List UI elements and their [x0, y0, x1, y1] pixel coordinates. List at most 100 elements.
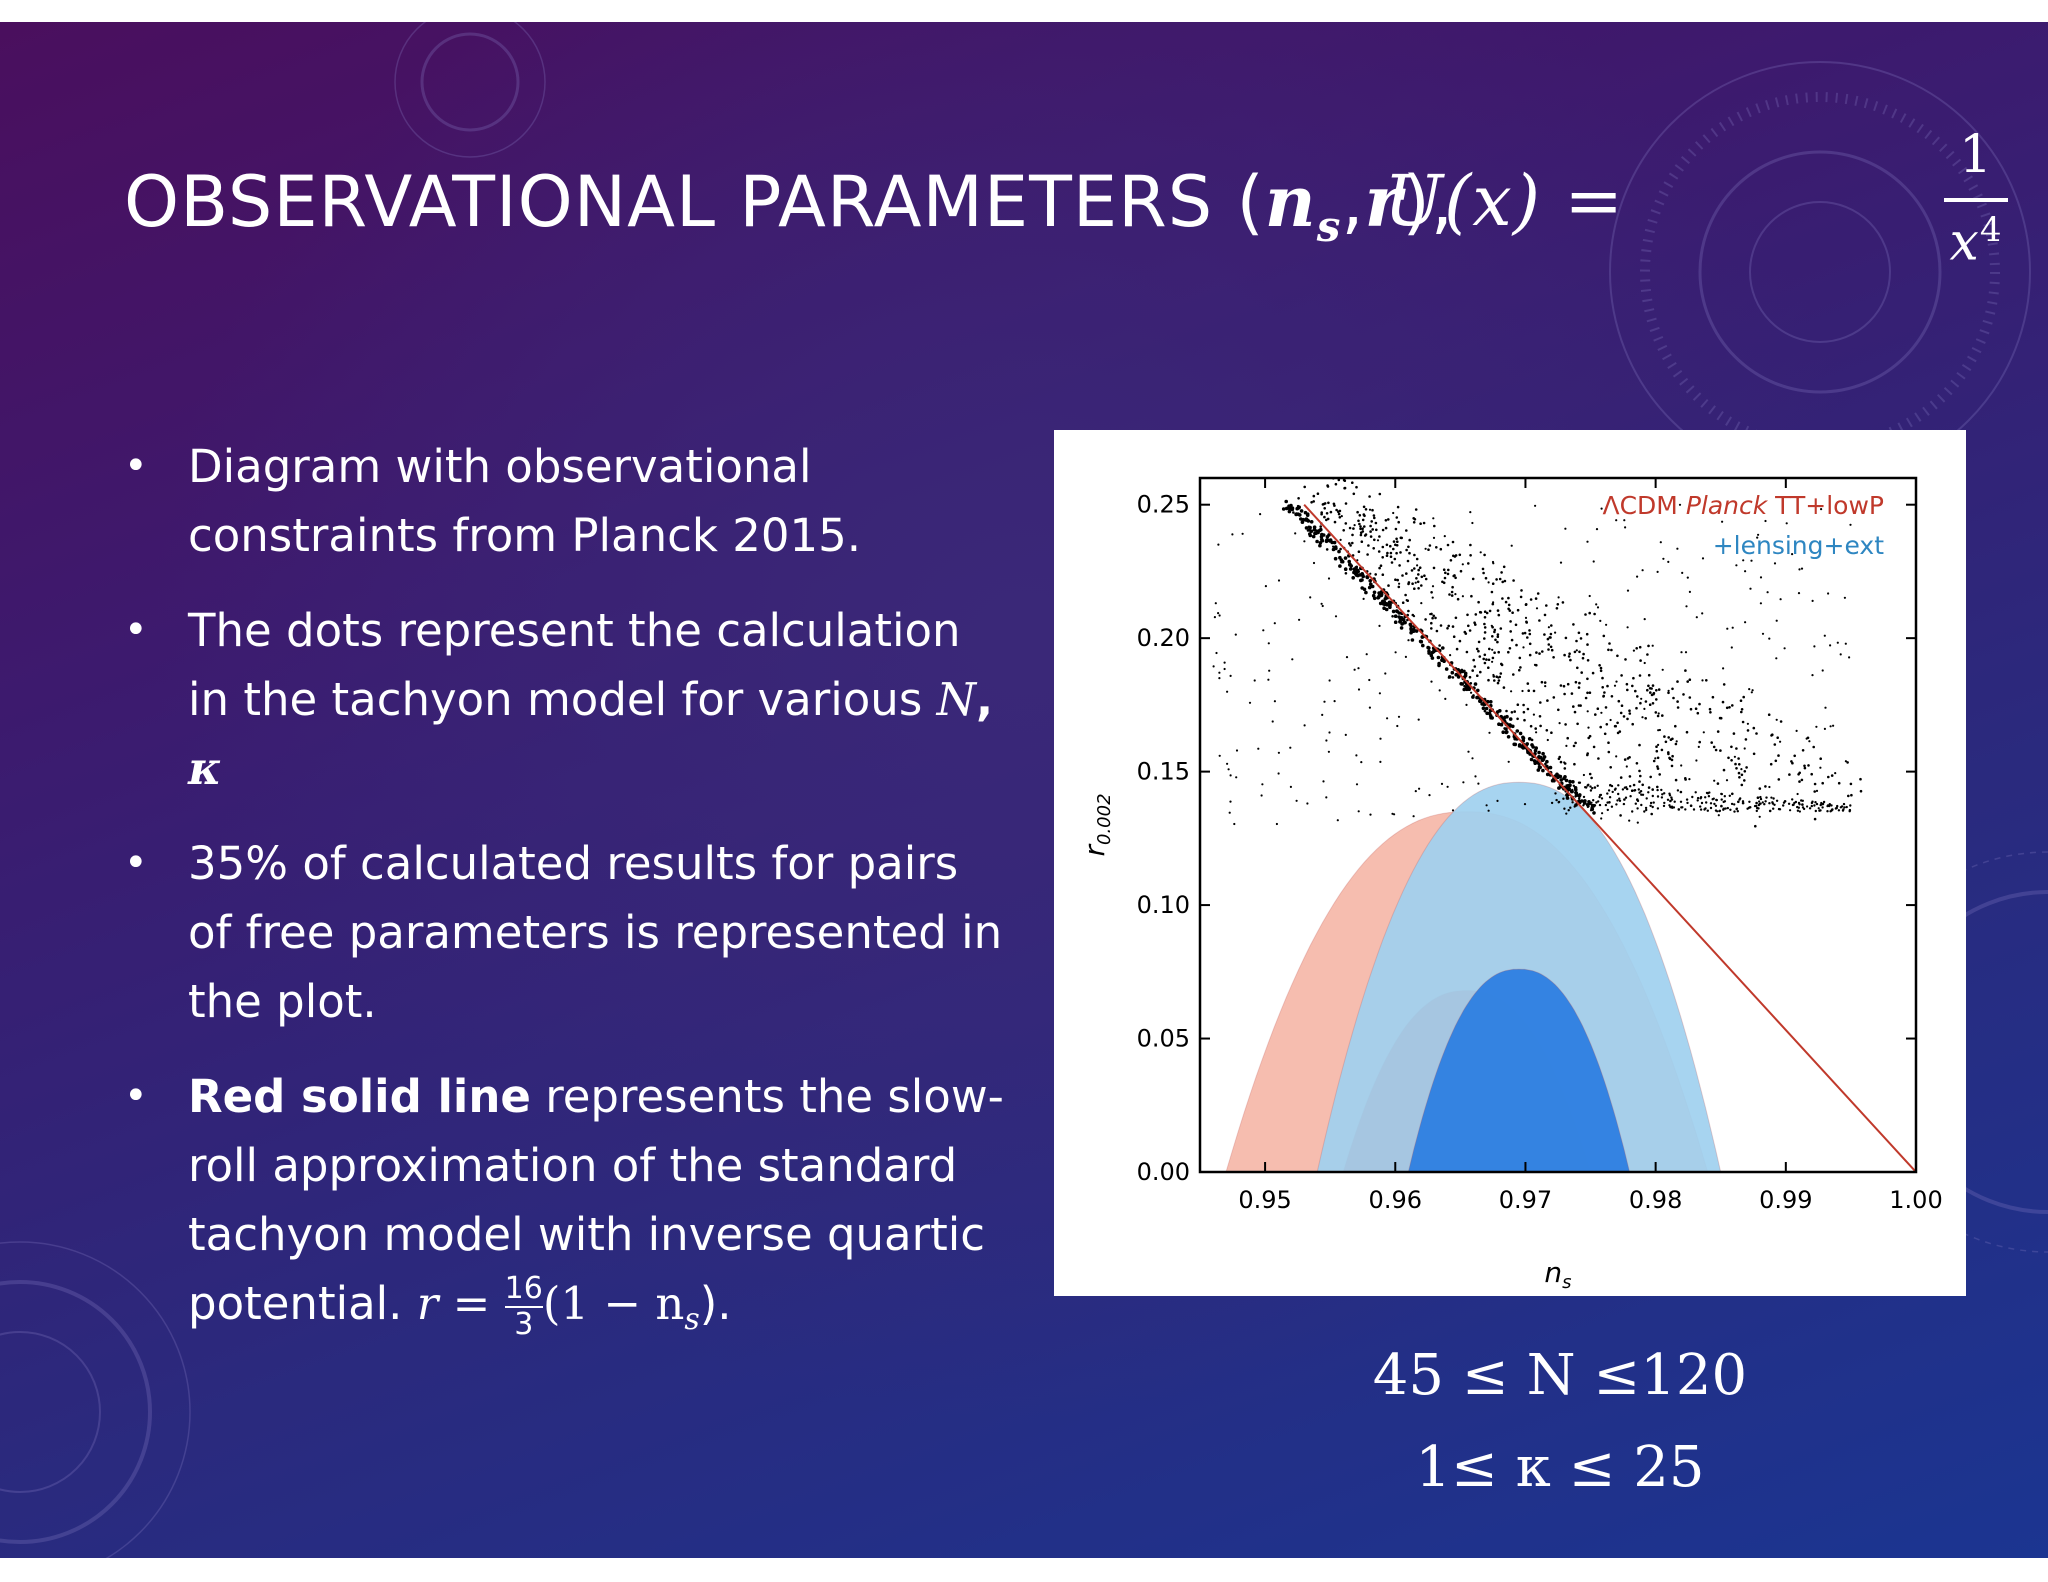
- tachyon-dot: [1688, 678, 1692, 681]
- tachyon-dot: [1628, 756, 1631, 759]
- tachyon-dot: [1647, 791, 1650, 794]
- tachyon-dot: [1384, 672, 1387, 675]
- tachyon-dot: [1527, 689, 1530, 692]
- tachyon-dot: [1477, 600, 1480, 604]
- tachyon-dot: [1441, 580, 1444, 584]
- tachyon-dot: [1644, 717, 1647, 720]
- tachyon-dot: [1519, 666, 1522, 669]
- tachyon-dot: [1674, 742, 1678, 746]
- tachyon-dot: [1306, 802, 1309, 805]
- tachyon-dot: [1325, 739, 1328, 742]
- tachyon-dot: [1357, 667, 1360, 670]
- tachyon-dot: [1215, 651, 1218, 655]
- tachyon-dot: [1399, 626, 1404, 630]
- tachyon-dot: [1335, 508, 1338, 512]
- tachyon-dot: [1363, 514, 1366, 518]
- tachyon-dot: [1405, 548, 1408, 552]
- tachyon-dot: [1777, 778, 1781, 781]
- tachyon-dot: [1432, 517, 1435, 520]
- tachyon-dot: [1759, 802, 1762, 805]
- tachyon-dot: [1477, 782, 1480, 785]
- tachyon-dot: [1651, 788, 1654, 791]
- tachyon-dot: [1334, 482, 1338, 486]
- y-tick-label: 0.25: [1137, 491, 1190, 519]
- tachyon-dot: [1622, 715, 1626, 718]
- tachyon-dot: [1803, 766, 1807, 770]
- tachyon-dot: [1736, 810, 1739, 813]
- tachyon-dot: [1680, 651, 1683, 654]
- tachyon-dot: [1452, 635, 1456, 638]
- tachyon-dot: [1767, 713, 1771, 716]
- tachyon-dot: [1226, 690, 1229, 693]
- tachyon-dot: [1624, 796, 1628, 799]
- tachyon-dot: [1432, 566, 1436, 570]
- tachyon-dot: [1631, 722, 1634, 726]
- tachyon-dot: [1479, 670, 1482, 674]
- tachyon-dot: [1454, 554, 1458, 557]
- tachyon-dot: [1557, 708, 1560, 712]
- tachyon-dot: [1451, 809, 1455, 812]
- tachyon-dot: [1755, 809, 1758, 813]
- tachyon-dot: [1718, 809, 1722, 812]
- tachyon-dot: [1277, 751, 1280, 754]
- tachyon-dot: [1347, 559, 1351, 564]
- tachyon-dot: [1321, 713, 1324, 716]
- tachyon-dot: [1446, 627, 1449, 630]
- tachyon-dot: [1801, 803, 1804, 806]
- tachyon-dot: [1473, 665, 1477, 668]
- tachyon-dot: [1709, 806, 1713, 810]
- tachyon-dot: [1720, 798, 1723, 801]
- tachyon-dot: [1410, 638, 1415, 642]
- tachyon-dot: [1849, 804, 1852, 807]
- tachyon-dot: [1493, 630, 1496, 634]
- tachyon-dot: [1647, 644, 1650, 647]
- tachyon-dot: [1584, 613, 1587, 616]
- tachyon-dot: [1379, 564, 1383, 567]
- tachyon-dot: [1740, 768, 1743, 771]
- tachyon-dot: [1741, 801, 1745, 805]
- tachyon-dot: [1824, 706, 1827, 709]
- tachyon-dot: [1660, 788, 1663, 792]
- tachyon-dot: [1365, 653, 1368, 656]
- tachyon-dot: [1532, 713, 1535, 716]
- tachyon-dot: [1694, 707, 1698, 710]
- tachyon-dot: [1521, 632, 1525, 635]
- tachyon-dot: [1641, 716, 1644, 719]
- tachyon-dot: [1785, 522, 1788, 525]
- bullet-2-text: The dots represent the calculation in th…: [188, 604, 961, 726]
- tachyon-dot: [1601, 686, 1604, 689]
- tachyon-dot: [1487, 581, 1490, 584]
- tachyon-dot: [1723, 795, 1726, 798]
- tachyon-dot: [1679, 790, 1683, 794]
- tachyon-dot: [1369, 530, 1372, 533]
- tachyon-dot: [1656, 785, 1659, 789]
- tachyon-dot: [1562, 797, 1565, 800]
- tachyon-dot: [1746, 722, 1749, 725]
- tachyon-dot: [1550, 801, 1554, 805]
- tachyon-dot: [1392, 511, 1395, 515]
- tachyon-dot: [1832, 724, 1835, 727]
- tachyon-dot: [1625, 786, 1628, 789]
- tachyon-dot: [1758, 815, 1761, 818]
- tachyon-dot: [1541, 650, 1544, 653]
- tachyon-dot: [1474, 613, 1478, 616]
- tachyon-dot: [1600, 817, 1603, 820]
- tachyon-dot: [1619, 814, 1622, 817]
- tachyon-dot: [1449, 559, 1453, 562]
- tachyon-dot: [1491, 656, 1495, 660]
- tachyon-dot: [1652, 801, 1655, 804]
- tachyon-dot: [1586, 753, 1589, 757]
- tachyon-dot: [1320, 602, 1323, 605]
- tachyon-dot: [1810, 772, 1813, 776]
- tachyon-dot: [1829, 725, 1832, 728]
- tachyon-dot: [1699, 797, 1702, 800]
- tachyon-dot: [1397, 715, 1401, 718]
- tachyon-dot: [1558, 722, 1561, 725]
- tachyon-dot: [1329, 510, 1333, 514]
- tachyon-dot: [1624, 526, 1627, 529]
- tachyon-dot: [1742, 695, 1745, 699]
- tachyon-dot: [1456, 675, 1461, 679]
- tachyon-dot: [1440, 782, 1444, 785]
- parameter-ranges: 45 ≤ N ≤120 1≤ κ ≤ 25: [1360, 1330, 1760, 1514]
- tachyon-dot: [1395, 516, 1399, 519]
